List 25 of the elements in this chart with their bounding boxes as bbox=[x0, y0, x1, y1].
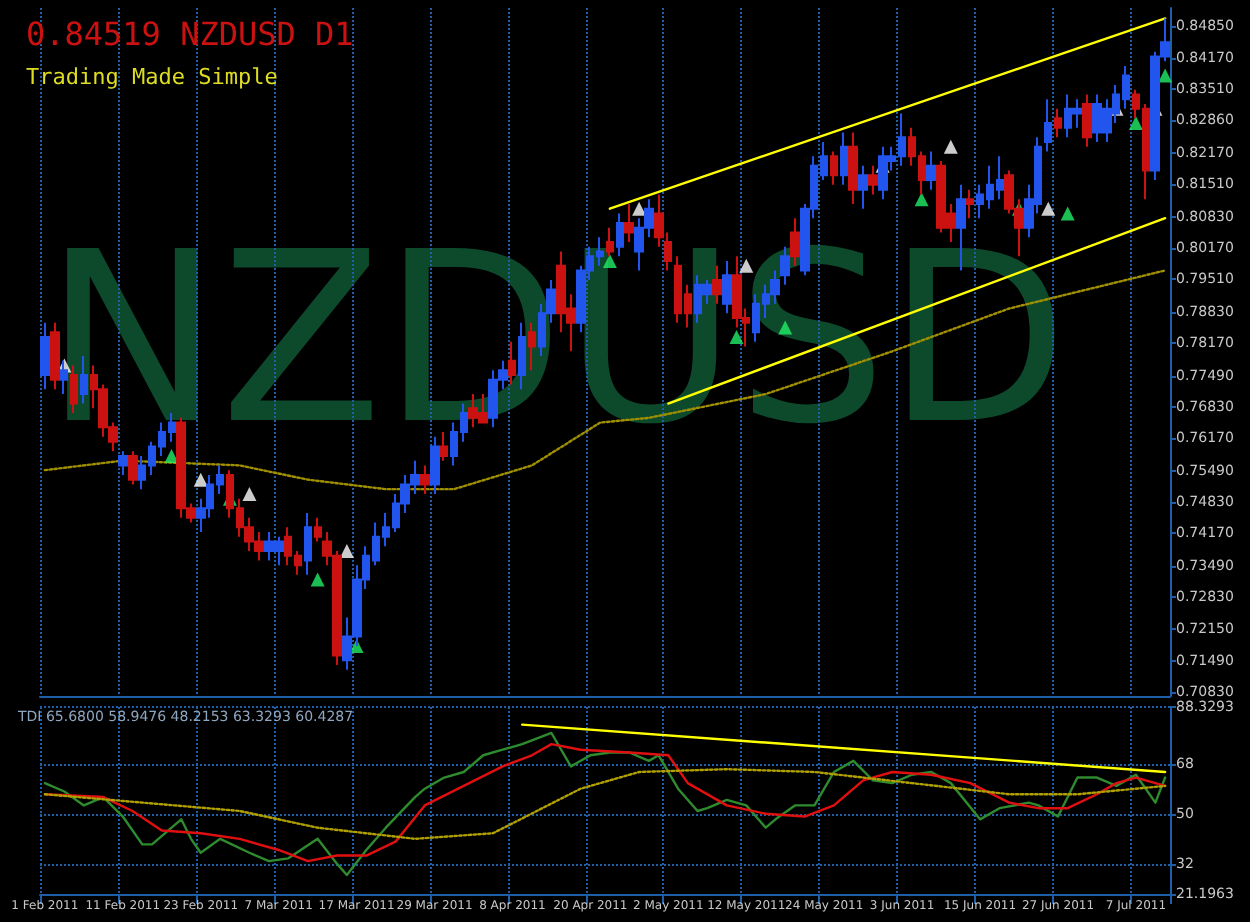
line-series bbox=[43, 731, 1167, 877]
line-series bbox=[43, 768, 1167, 841]
point bbox=[310, 572, 325, 587]
candlestick bbox=[304, 511, 312, 576]
point bbox=[943, 139, 958, 154]
point bbox=[193, 472, 208, 487]
candlestick bbox=[840, 131, 848, 186]
point bbox=[1128, 116, 1143, 131]
candlestick bbox=[830, 150, 838, 186]
candlestick bbox=[1072, 98, 1082, 129]
chart-title: 0.84519 NZDUSD D1 bbox=[26, 15, 354, 53]
text: Trading Made Simple bbox=[26, 64, 278, 90]
candlestick bbox=[1044, 98, 1052, 153]
candlestick bbox=[868, 164, 878, 196]
point bbox=[242, 486, 257, 501]
candlestick bbox=[1082, 93, 1092, 148]
candlestick bbox=[878, 145, 888, 201]
point bbox=[1158, 68, 1173, 83]
candlestick bbox=[848, 131, 858, 205]
candlestick bbox=[314, 516, 322, 543]
candlestick bbox=[858, 164, 868, 210]
line-series bbox=[43, 742, 1167, 863]
point bbox=[339, 543, 354, 558]
candlestick bbox=[926, 150, 936, 191]
candlestick bbox=[1054, 107, 1062, 139]
